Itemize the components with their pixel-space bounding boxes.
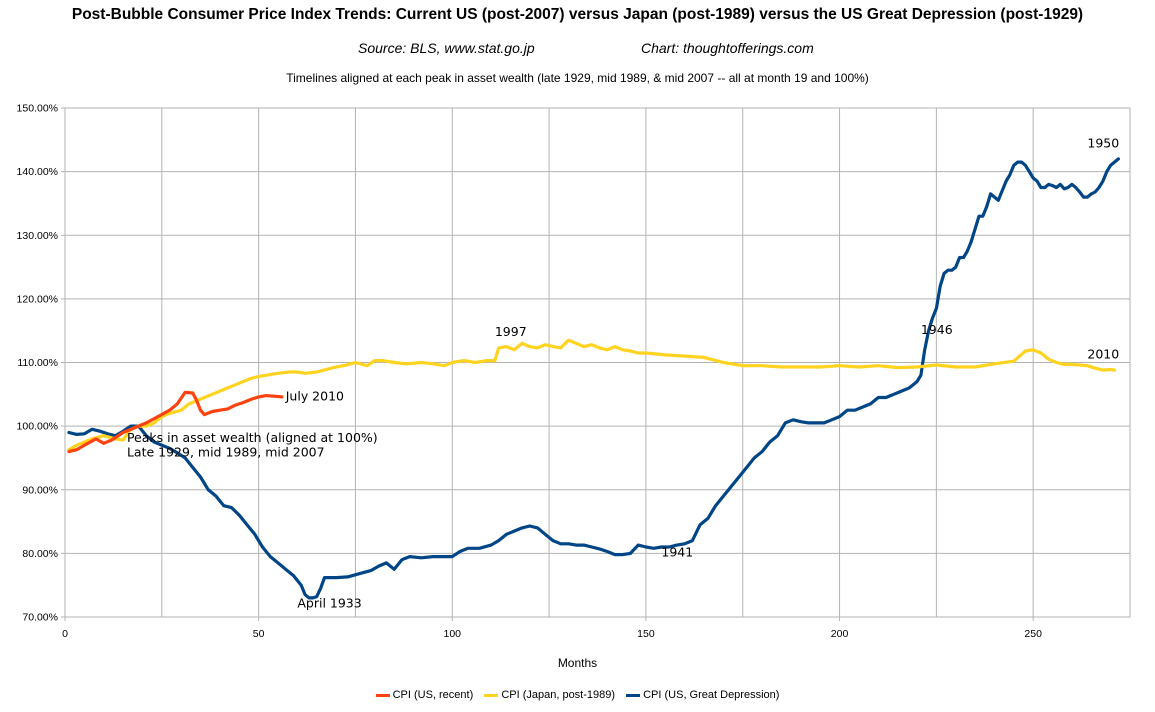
legend-item-us-recent: CPI (US, recent): [375, 689, 474, 701]
y-tick-label: 110.00%: [17, 357, 58, 369]
x-tick-label: 50: [253, 628, 265, 640]
x-tick-label: 0: [62, 628, 68, 640]
annotation-label: Late 1929, mid 1989, mid 2007: [127, 445, 325, 460]
y-tick-label: 80.00%: [22, 548, 58, 560]
legend-item-us-depression: CPI (US, Great Depression): [626, 689, 779, 701]
series-line-us-depression: [67, 157, 1120, 600]
legend-label-us-depression: CPI (US, Great Depression): [643, 689, 780, 701]
annotation-label: April 1933: [297, 595, 361, 610]
x-axis-ticks: 0 50 100 150 200 250: [62, 617, 1042, 640]
chart-subtitle: Timelines aligned at each peak in asset …: [286, 71, 869, 85]
chart-source: Source: BLS, www.stat.go.jp: [358, 40, 535, 56]
x-tick-label: 100: [444, 628, 462, 640]
y-tick-label: 120.00%: [17, 293, 58, 305]
legend-swatch-japan: [484, 693, 499, 697]
chart-legend: CPI (US, recent) CPI (Japan, post-1989) …: [0, 689, 1155, 701]
chart-credit: Chart: thoughtofferings.com: [641, 40, 814, 56]
x-tick-label: 150: [637, 628, 655, 640]
series-line-japan: [67, 338, 1117, 452]
annotation-label: 1946: [921, 322, 953, 337]
annotation-label: July 2010: [285, 389, 344, 404]
y-tick-label: 150.00%: [17, 103, 58, 115]
annotation-label: 1950: [1087, 135, 1119, 150]
legend-swatch-us-depression: [626, 693, 641, 697]
x-tick-label: 250: [1024, 628, 1042, 640]
y-tick-label: 90.00%: [22, 484, 58, 496]
y-tick-label: 70.00%: [22, 612, 58, 624]
series-lines: [67, 157, 1120, 600]
grid-lines: [64, 107, 1131, 618]
x-tick-label: 200: [831, 628, 849, 640]
legend-item-japan: CPI (Japan, post-1989): [484, 689, 615, 701]
y-tick-label: 130.00%: [17, 230, 58, 242]
chart-annotations: July 2010 Peaks in asset wealth (aligned …: [127, 135, 1119, 610]
series-line-us-recent: [67, 390, 284, 454]
y-axis-ticks: 70.00% 80.00% 90.00% 100.00% 110.00% 120.00% 1…: [17, 103, 65, 624]
legend-label-us-recent: CPI (US, recent): [392, 689, 474, 701]
annotation-label: 1941: [661, 545, 693, 560]
legend-label-japan: CPI (Japan, post-1989): [501, 689, 616, 701]
legend-swatch-us-recent: [375, 693, 390, 697]
annotation-label: 1997: [495, 324, 527, 339]
chart-title: Post-Bubble Consumer Price Index Trends:…: [71, 6, 1084, 23]
annotation-label: Peaks in asset wealth (aligned at 100%): [127, 430, 378, 445]
y-tick-label: 140.00%: [17, 166, 58, 178]
x-axis-label: Months: [557, 656, 598, 670]
y-tick-label: 100.00%: [17, 421, 58, 433]
annotation-label: 2010: [1087, 347, 1119, 362]
